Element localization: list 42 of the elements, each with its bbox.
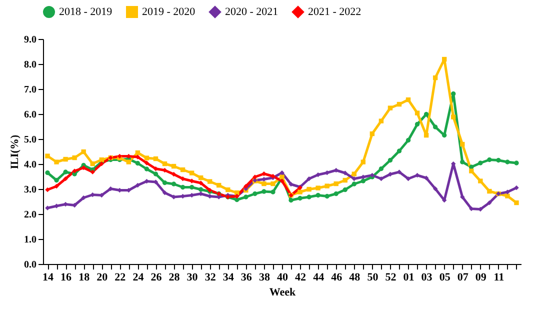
x-tick-label: 20 bbox=[96, 272, 108, 284]
y-tick-label: 8.0 bbox=[24, 60, 36, 70]
x-tick-label: 52 bbox=[385, 272, 397, 284]
x-tick-label: 03 bbox=[421, 272, 433, 284]
y-tick-label: 2.0 bbox=[24, 210, 36, 220]
x-tick-label: 09 bbox=[475, 272, 487, 284]
x-tick-label: 44 bbox=[313, 272, 325, 284]
x-tick-label: 30 bbox=[186, 272, 198, 284]
x-tick-label: 46 bbox=[331, 272, 343, 284]
y-tick-label: 6.0 bbox=[24, 110, 36, 120]
legend-label: 2019 - 2020 bbox=[142, 6, 196, 18]
y-tick-label: 9.0 bbox=[24, 34, 36, 46]
x-axis-title: Week bbox=[269, 286, 297, 298]
y-tick-label: 3.0 bbox=[24, 184, 36, 196]
x-tick-label: 28 bbox=[168, 272, 180, 284]
y-axis-title: ILI(%) bbox=[9, 134, 21, 170]
x-tick-label: 40 bbox=[277, 272, 288, 284]
x-tick-label: 34 bbox=[222, 272, 234, 284]
y-tick-label: 0.0 bbox=[24, 260, 36, 270]
x-tick-label: 14 bbox=[42, 272, 54, 284]
x-tick-label: 11 bbox=[494, 272, 504, 284]
y-tick-label: 1.0 bbox=[24, 234, 36, 246]
x-tick-label: 36 bbox=[240, 272, 252, 284]
x-tick-label: 05 bbox=[439, 272, 451, 284]
x-tick-label: 26 bbox=[150, 272, 162, 284]
y-tick-label: 5.0 bbox=[24, 134, 36, 146]
y-tick-label: 7.0 bbox=[24, 84, 36, 96]
legend-label: 2018 - 2019 bbox=[59, 6, 113, 18]
x-tick-label: 16 bbox=[60, 272, 72, 284]
x-tick-label: 42 bbox=[295, 272, 307, 284]
x-tick-label: 18 bbox=[78, 272, 90, 284]
x-tick-label: 32 bbox=[204, 272, 216, 284]
legend-label: 2021 - 2022 bbox=[308, 6, 362, 18]
x-tick-label: 24 bbox=[132, 272, 144, 284]
x-tick-label: 01 bbox=[403, 272, 414, 284]
x-tick-label: 50 bbox=[367, 272, 379, 284]
y-tick-label: 4.0 bbox=[24, 160, 36, 170]
x-tick-label: 38 bbox=[258, 272, 270, 284]
x-tick-label: 07 bbox=[457, 272, 469, 284]
x-tick-label: 48 bbox=[349, 272, 361, 284]
x-tick-label: 22 bbox=[114, 272, 126, 284]
legend-label: 2020 - 2021 bbox=[225, 6, 278, 18]
